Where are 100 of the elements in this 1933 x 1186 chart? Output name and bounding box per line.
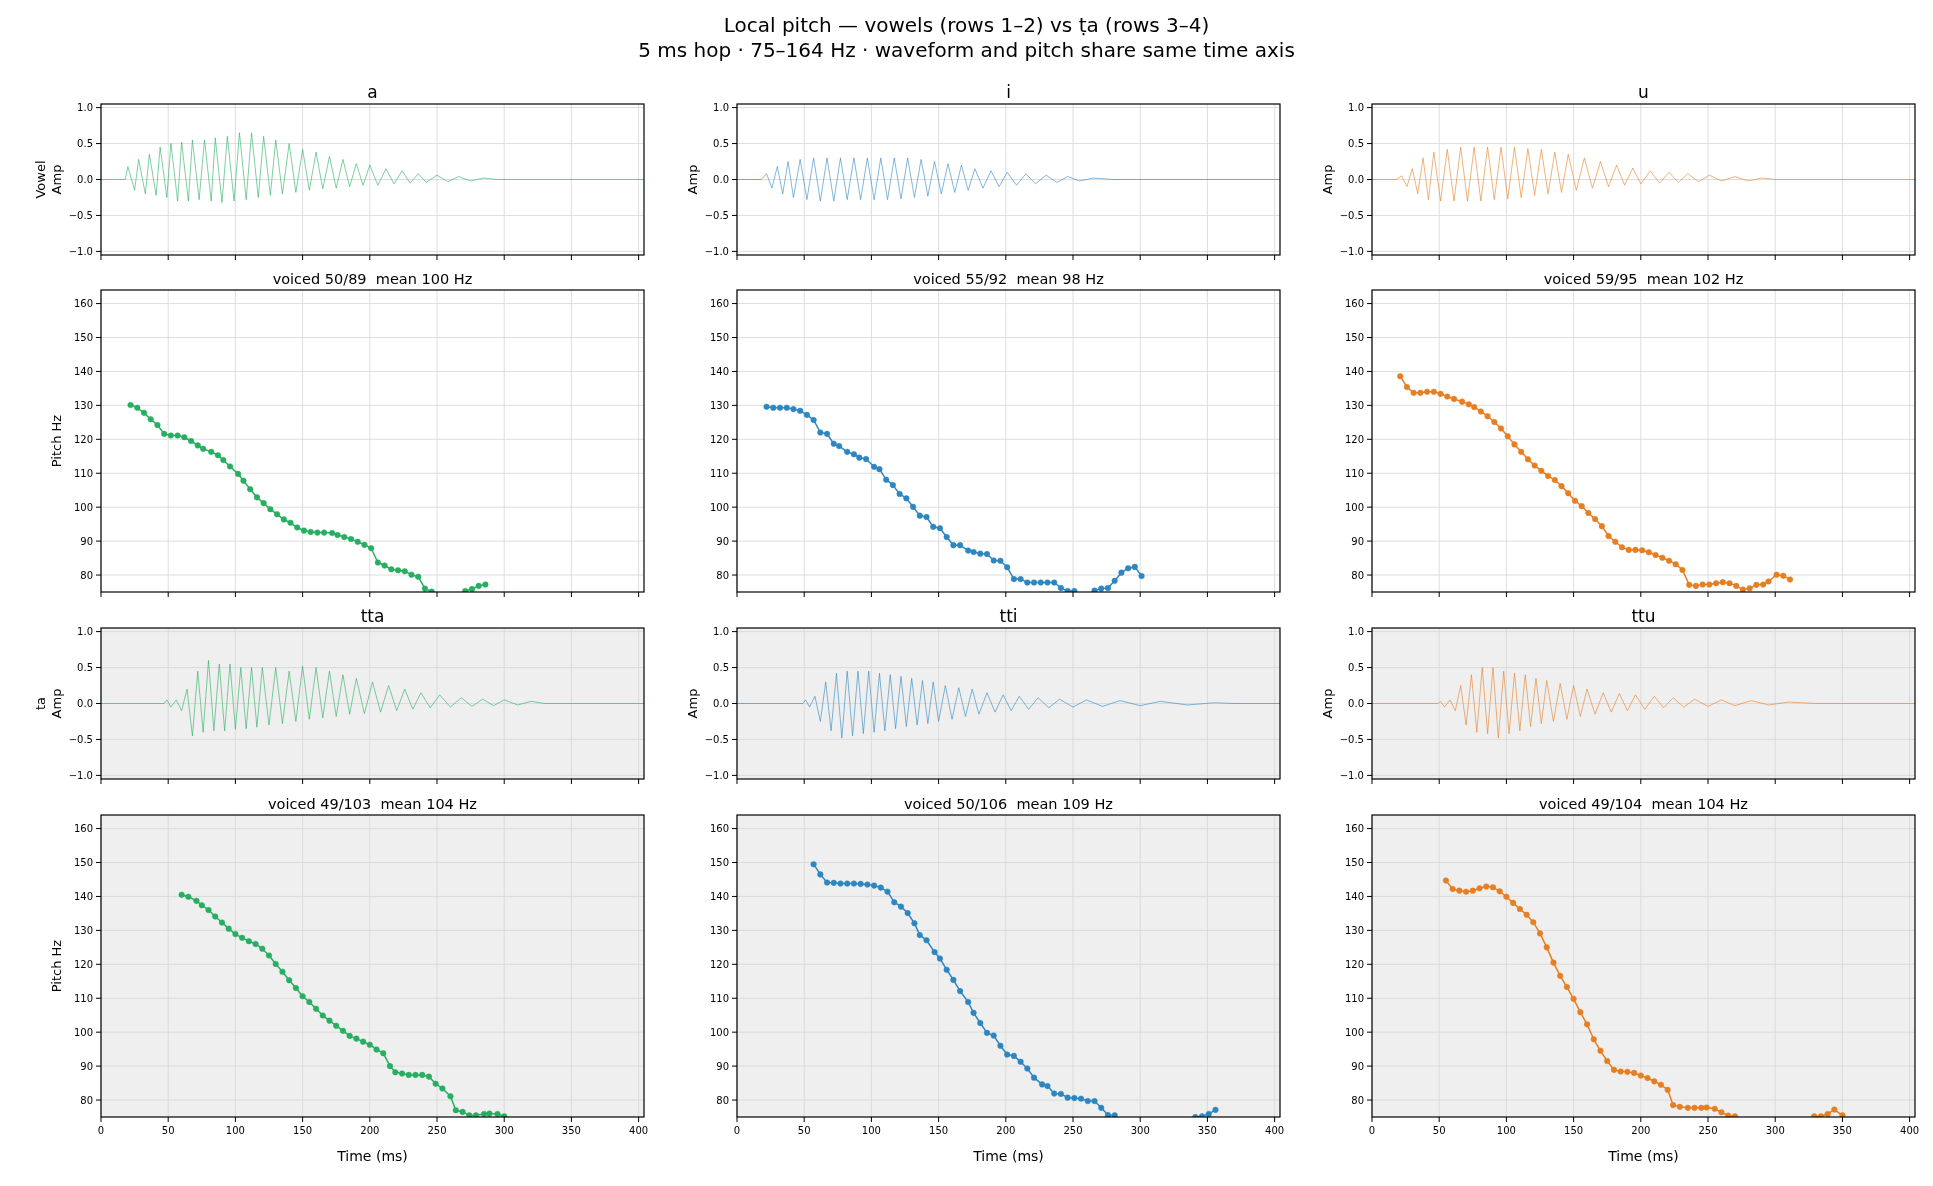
y-tick-label: 0.5 (77, 138, 93, 150)
x-tick-label: 400 (629, 1125, 649, 1136)
y-tick-label: 130 (73, 924, 93, 936)
x-tick-label: 400 (1265, 1125, 1285, 1136)
y-tick-label: 0.5 (1348, 662, 1364, 674)
y-tick-label: 120 (709, 958, 729, 970)
y-tick-label: −0.5 (1339, 209, 1364, 221)
y-tick-label: −1.0 (704, 769, 729, 781)
chart-title: i (1006, 82, 1011, 102)
x-tick-label: 150 (1564, 1125, 1584, 1136)
x-tick-label: 200 (1631, 1125, 1651, 1136)
y-tick-label: 0.0 (1348, 174, 1364, 185)
y-tick-label: 110 (1344, 467, 1364, 479)
y-axis-title: Amp (685, 688, 700, 719)
x-axis-title: Time (ms) (972, 1148, 1044, 1164)
x-tick-label: 300 (1130, 1125, 1150, 1136)
y-tick-label: 1.0 (77, 102, 93, 114)
y-tick-label: 90 (1351, 1060, 1364, 1072)
chart-title: voiced 59/95 mean 102 Hz (1543, 271, 1744, 287)
y-tick-label: 130 (709, 399, 729, 411)
y-tick-label: 90 (1351, 535, 1364, 547)
chart-title: voiced 49/103 mean 104 Hz (268, 796, 477, 812)
y-axis-title: Pitch Hz (49, 414, 64, 468)
y-tick-label: 140 (73, 365, 93, 377)
chart-title: voiced 49/104 mean 104 Hz (1539, 796, 1748, 812)
y-tick-label: −0.5 (704, 209, 729, 221)
y-tick-label: 0.0 (713, 698, 729, 709)
y-tick-label: −1.0 (68, 245, 93, 257)
x-tick-label: 100 (1496, 1125, 1516, 1136)
y-tick-label: 0.0 (713, 174, 729, 185)
y-tick-label: 0.0 (77, 698, 93, 709)
chart-title: tti (999, 606, 1018, 626)
y-tick-label: 130 (1344, 399, 1364, 411)
y-tick-label: 140 (73, 890, 93, 902)
x-tick-label: 50 (1432, 1125, 1446, 1136)
y-tick-label: 100 (709, 1026, 729, 1038)
y-tick-label: 160 (73, 298, 93, 310)
chart-title: voiced 50/106 mean 109 Hz (904, 796, 1113, 812)
y-tick-label: 160 (1344, 298, 1364, 310)
y-tick-label: 130 (73, 399, 93, 411)
y-tick-label: 90 (716, 1060, 729, 1072)
y-tick-label: 110 (1344, 992, 1364, 1004)
y-tick-label: 0.0 (77, 174, 93, 185)
y-tick-label: 150 (73, 857, 93, 869)
y-tick-label: −1.0 (704, 245, 729, 257)
y-tick-label: 0.0 (1348, 698, 1364, 709)
x-tick-label: 150 (293, 1125, 313, 1136)
y-tick-label: 80 (1351, 569, 1364, 581)
y-tick-label: 80 (80, 1094, 93, 1106)
y-axis-title: Amp (1320, 164, 1335, 195)
x-tick-label: 150 (929, 1125, 949, 1136)
x-tick-label: 300 (494, 1125, 514, 1136)
chart-title: voiced 55/92 mean 98 Hz (913, 271, 1104, 287)
y-tick-label: 120 (709, 433, 729, 445)
x-tick-label: 250 (427, 1125, 447, 1136)
y-tick-label: −1.0 (68, 769, 93, 781)
y-tick-label: 90 (716, 535, 729, 547)
y-tick-label: 0.5 (713, 662, 729, 674)
x-tick-label: 400 (1900, 1125, 1920, 1136)
y-tick-label: 0.5 (713, 138, 729, 150)
x-tick-label: 200 (996, 1125, 1016, 1136)
y-tick-label: 130 (1344, 924, 1364, 936)
x-tick-label: 100 (861, 1125, 881, 1136)
x-tick-label: 200 (360, 1125, 380, 1136)
y-axis-title: Vowel Amp (33, 160, 64, 199)
text: Local pitch — vowels (rows 1–2) vs ṭa (rows 3–4) (723, 13, 1210, 37)
x-axis-title: Time (ms) (1607, 1148, 1679, 1164)
y-tick-label: 110 (73, 467, 93, 479)
chart-title: a (367, 82, 378, 102)
y-axis-title: Amp (1320, 688, 1335, 719)
y-tick-label: 120 (1344, 433, 1364, 445)
y-tick-label: 1.0 (713, 102, 729, 114)
y-tick-label: 0.5 (1348, 138, 1364, 150)
y-tick-label: 80 (716, 569, 729, 581)
y-tick-label: 120 (73, 433, 93, 445)
y-tick-label: 140 (709, 890, 729, 902)
x-tick-label: 50 (161, 1125, 175, 1136)
x-tick-label: 0 (97, 1125, 105, 1136)
x-tick-label: 0 (1368, 1125, 1376, 1136)
x-tick-label: 250 (1063, 1125, 1083, 1136)
y-tick-label: 160 (709, 298, 729, 310)
x-axis-title: Time (ms) (336, 1148, 408, 1164)
y-tick-label: 100 (73, 501, 93, 513)
chart-title: ttu (1631, 606, 1656, 626)
y-tick-label: 1.0 (77, 626, 93, 638)
y-tick-label: 140 (709, 365, 729, 377)
y-tick-label: 110 (73, 992, 93, 1004)
chart-title: u (1638, 82, 1649, 102)
y-tick-label: 160 (709, 823, 729, 835)
y-tick-label: 160 (73, 823, 93, 835)
y-tick-label: 90 (80, 535, 93, 547)
x-tick-label: 50 (797, 1125, 811, 1136)
y-tick-label: 1.0 (1348, 626, 1364, 638)
y-tick-label: 1.0 (1348, 102, 1364, 114)
y-tick-label: 100 (709, 501, 729, 513)
x-tick-label: 350 (1832, 1125, 1852, 1136)
text: 5 ms hop · 75–164 Hz · waveform and pitch share same time axis (638, 38, 1295, 62)
y-tick-label: 100 (1344, 501, 1364, 513)
y-tick-label: 150 (709, 857, 729, 869)
x-tick-label: 350 (561, 1125, 581, 1136)
